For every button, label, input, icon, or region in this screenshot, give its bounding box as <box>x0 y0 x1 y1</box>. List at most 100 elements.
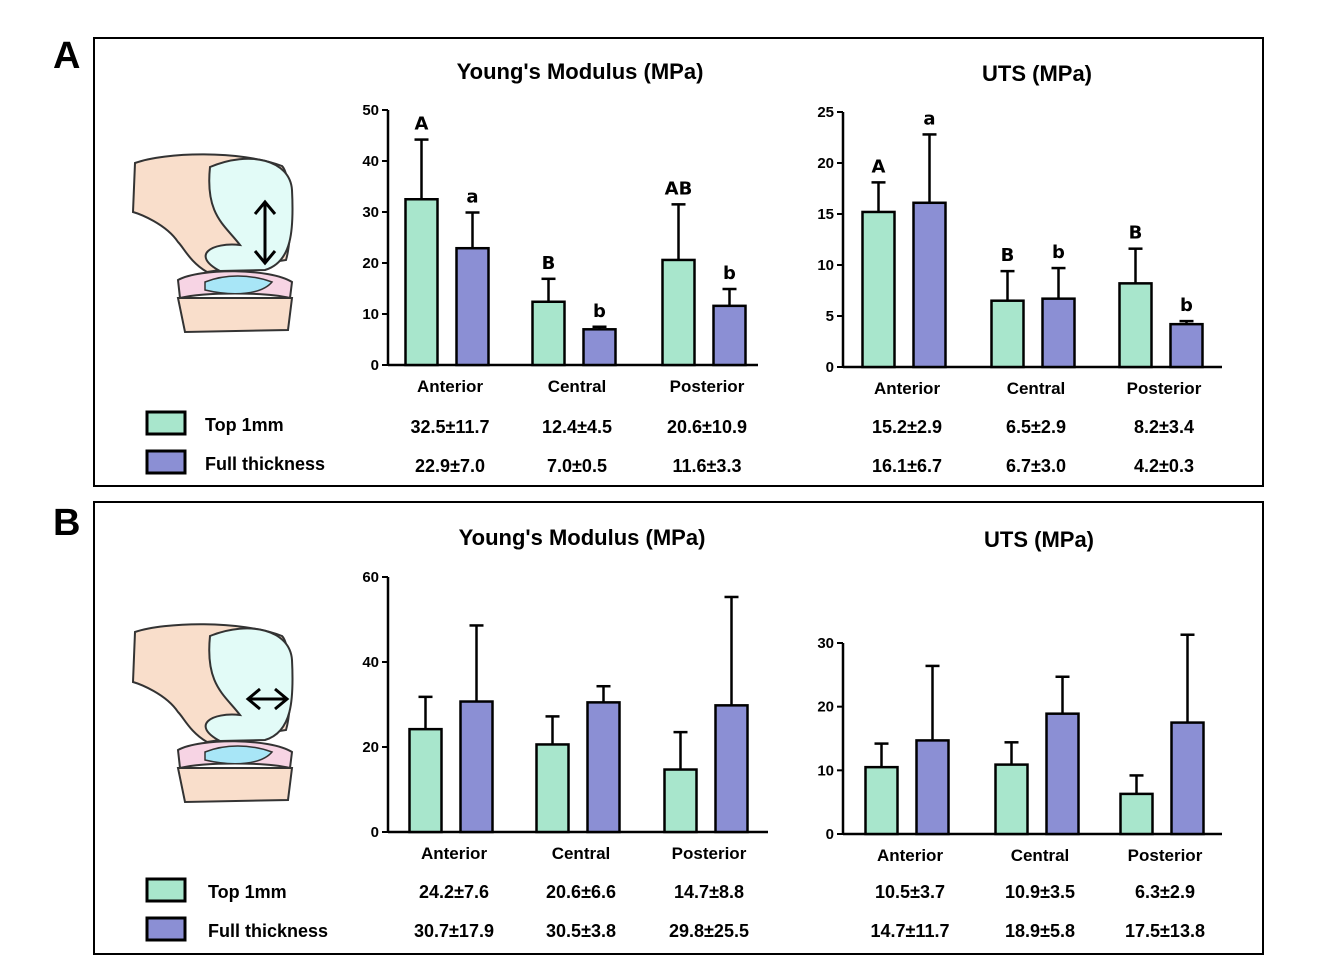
bar <box>1045 712 1080 836</box>
table-value: 8.2±3.4 <box>1134 417 1194 437</box>
significance-label: a <box>466 187 478 208</box>
y-tick-label: 5 <box>826 308 834 325</box>
category-label: Anterior <box>874 379 941 398</box>
bar <box>1119 792 1154 836</box>
legend-swatch-top-b <box>145 877 187 903</box>
table-value: 18.9±5.8 <box>1005 921 1075 941</box>
table-value: 14.7±11.7 <box>871 921 950 941</box>
y-tick-label: 50 <box>362 102 379 119</box>
bar <box>1118 282 1153 369</box>
table-value: 20.6±10.9 <box>667 417 747 437</box>
bar <box>1170 721 1205 836</box>
legend-label-full-a: Full thickness <box>205 454 325 474</box>
table-value: 15.2±2.9 <box>872 417 942 437</box>
arrow-head-left <box>245 687 261 711</box>
category-label: Anterior <box>877 846 944 865</box>
y-tick-label: 10 <box>817 257 834 274</box>
bar <box>459 700 494 834</box>
cartilage-shape <box>204 627 294 743</box>
category-label: Posterior <box>1128 846 1203 865</box>
y-tick-label: 20 <box>362 255 379 272</box>
legend-swatch-full-b <box>145 916 187 942</box>
y-tick-label: 0 <box>371 824 379 841</box>
meniscus-center <box>204 275 274 295</box>
cartilage-shape <box>204 157 294 273</box>
table-value: 10.9±3.5 <box>1005 882 1075 902</box>
y-tick-label: 20 <box>817 699 834 716</box>
y-tick-label: 10 <box>362 306 379 323</box>
panel-a-frame <box>93 37 1264 487</box>
tibia-shape <box>176 767 294 804</box>
table-value: 20.6±6.6 <box>546 882 616 902</box>
table-value: 17.5±13.8 <box>1125 921 1205 941</box>
y-tick-label: 0 <box>371 357 379 374</box>
significance-label: AB <box>665 178 693 199</box>
legend-label-top-b: Top 1mm <box>208 882 287 902</box>
arrow-head-right <box>274 687 290 711</box>
significance-label: b <box>593 301 606 322</box>
significance-label: b <box>1180 295 1193 316</box>
category-label: Anterior <box>421 844 488 863</box>
category-label: Anterior <box>417 377 484 396</box>
bar <box>408 727 443 834</box>
table-value: 30.5±3.8 <box>546 921 616 941</box>
chart-title: UTS (MPa) <box>982 61 1092 86</box>
legend-swatch-top-a <box>145 410 187 436</box>
y-tick-label: 20 <box>362 739 379 756</box>
bar <box>915 739 950 836</box>
table-value: 30.7±17.9 <box>414 921 494 941</box>
y-tick-label: 30 <box>817 635 834 652</box>
table-value: 10.5±3.7 <box>875 882 945 902</box>
bar <box>404 198 439 367</box>
category-label: Central <box>1007 379 1066 398</box>
legend-label-top-a: Top 1mm <box>205 415 284 435</box>
knee-diagram-a <box>131 153 294 334</box>
category-label: Posterior <box>1127 379 1202 398</box>
table-value: 12.4±4.5 <box>542 417 612 437</box>
y-tick-label: 15 <box>817 206 834 223</box>
table-value: 7.0±0.5 <box>547 456 607 476</box>
y-tick-label: 20 <box>817 155 834 172</box>
arrow-head-bottom <box>253 250 277 266</box>
bar <box>912 201 947 369</box>
table-value: 14.7±8.8 <box>674 882 744 902</box>
chart-title: UTS (MPa) <box>984 527 1094 552</box>
y-tick-label: 30 <box>362 204 379 221</box>
category-label: Posterior <box>672 844 747 863</box>
bar <box>586 701 621 834</box>
panel-b-letter: B <box>53 502 81 544</box>
bar <box>714 704 749 834</box>
table-value: 29.8±25.5 <box>669 921 749 941</box>
category-label: Posterior <box>670 377 745 396</box>
y-tick-label: 60 <box>362 569 379 586</box>
table-value: 11.6±3.3 <box>673 456 742 476</box>
table-value: 32.5±11.7 <box>411 417 490 437</box>
chart-title: Young's Modulus (MPa) <box>459 525 706 550</box>
knee-diagram-b <box>131 623 294 804</box>
charts-layer: Young's Modulus (MPa)01020304050Anterior… <box>362 59 1222 941</box>
significance-label: A <box>872 156 886 177</box>
bar <box>661 258 696 367</box>
significance-label: b <box>723 263 736 284</box>
category-label: Central <box>548 377 607 396</box>
category-label: Central <box>1011 846 1070 865</box>
bar <box>1169 322 1204 369</box>
bar <box>531 300 566 367</box>
legend-swatch-full-a <box>145 449 187 475</box>
significance-label: B <box>542 253 556 274</box>
significance-label: B <box>1129 223 1143 244</box>
significance-label: A <box>415 114 429 135</box>
bar <box>535 743 570 834</box>
y-tick-label: 0 <box>826 826 834 843</box>
y-tick-label: 10 <box>817 762 834 779</box>
table-value: 22.9±7.0 <box>415 456 485 476</box>
bar <box>861 210 896 369</box>
y-tick-label: 0 <box>826 359 834 376</box>
bar <box>1041 297 1076 369</box>
panel-a-letter: A <box>53 35 81 77</box>
tibia-shape <box>176 297 294 334</box>
bar <box>582 328 617 367</box>
chart-title: Young's Modulus (MPa) <box>457 59 704 84</box>
y-tick-label: 40 <box>362 153 379 170</box>
significance-label: b <box>1052 242 1065 263</box>
